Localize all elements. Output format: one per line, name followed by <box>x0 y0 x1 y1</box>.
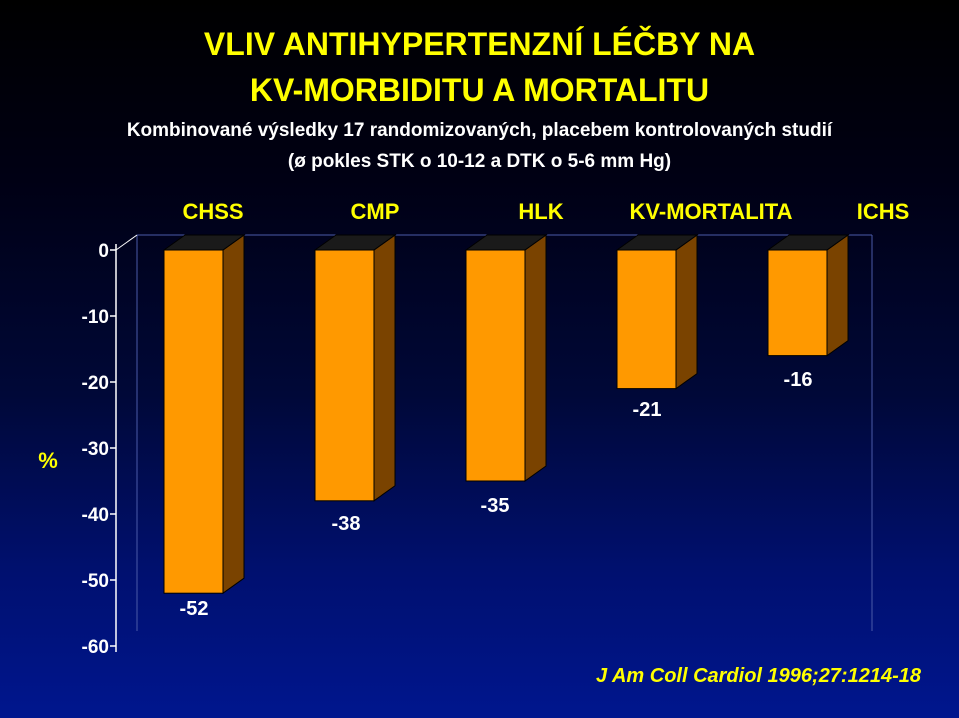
bar <box>465 249 526 482</box>
bar <box>163 249 224 594</box>
y-tick-label: -40 <box>82 505 109 526</box>
bar-side <box>373 234 396 502</box>
y-tick-label: -20 <box>82 373 109 394</box>
category-label: KV-MORTALITA <box>630 199 793 224</box>
data-label: -52 <box>180 598 209 620</box>
bar <box>767 249 828 357</box>
chart-title-line-2: KV-MORBIDITU A MORTALITU <box>249 72 710 108</box>
bar <box>616 249 677 390</box>
chart-subtitle-line-1: Kombinované výsledky 17 randomizovaných,… <box>126 120 833 141</box>
bar-side <box>826 234 849 357</box>
bar-side <box>524 234 547 482</box>
y-tick-label: -60 <box>82 637 109 658</box>
citation: J Am Coll Cardiol 1996;27:1214-18 <box>596 665 921 687</box>
chart-subtitle-line-2: (ø pokles STK o 10-12 a DTK o 5-6 mm Hg) <box>287 151 672 172</box>
chart-title-line-1: VLIV ANTIHYPERTENZNÍ LÉČBY NA <box>203 26 756 62</box>
category-label: CHSS <box>182 199 243 224</box>
bar-side <box>675 234 698 390</box>
data-label: -38 <box>332 513 361 535</box>
y-axis-label: % <box>38 448 58 473</box>
category-label: CMP <box>351 199 400 224</box>
bar-side <box>222 234 245 595</box>
y-tick-label: -10 <box>82 307 109 328</box>
bar <box>314 249 375 502</box>
y-tick-label: 0 <box>98 241 109 262</box>
y-tick-label: -30 <box>82 439 109 460</box>
y-axis-depth-line <box>115 234 138 251</box>
data-label: -16 <box>784 369 813 391</box>
data-label: -35 <box>481 495 510 517</box>
y-tick-label: -50 <box>82 571 109 592</box>
category-label: ICHS <box>857 199 910 224</box>
category-label: HLK <box>518 199 563 224</box>
data-label: -21 <box>633 399 662 421</box>
